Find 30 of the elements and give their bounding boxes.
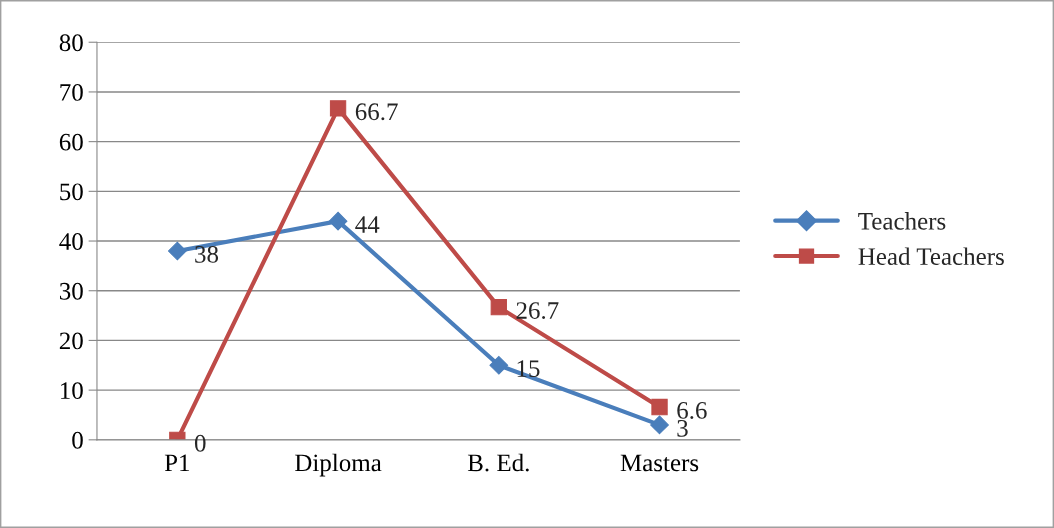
point [167, 241, 187, 261]
data-label: 0 [194, 434, 206, 452]
y-tick-label: 40 [59, 233, 83, 250]
data-label: 15 [517, 360, 540, 378]
x-tick-label: Masters [620, 454, 699, 472]
data-label: 3 [677, 419, 688, 437]
point [329, 100, 347, 117]
data-label: 66.7 [355, 103, 398, 121]
y-tick-label: 30 [59, 282, 83, 300]
y-tick-label: 70 [60, 83, 83, 101]
point [651, 398, 668, 416]
y-tick-label: 10 [60, 382, 83, 400]
y-tick-label: 50 [60, 183, 83, 201]
point [328, 211, 348, 231]
data-label: 26.7 [516, 302, 559, 320]
legend-label: Teachers [858, 212, 946, 230]
x-tick-label: Diploma [295, 453, 382, 477]
legend-label: Head Teachers [858, 247, 1004, 266]
x-tick-label: B. Ed. [467, 453, 529, 472]
point [489, 355, 509, 375]
data-label: 44 [355, 216, 380, 233]
y-tick-label: 80 [59, 34, 83, 52]
y-tick-label: 60 [59, 133, 83, 151]
y-tick-label: 20 [59, 332, 83, 350]
data-label: 6.6 [677, 402, 707, 419]
point [490, 298, 507, 316]
point [650, 415, 669, 435]
y-tick-label: 0 [72, 431, 83, 449]
data-label: 38 [195, 245, 219, 263]
x-tick-label: P1 [164, 454, 190, 472]
